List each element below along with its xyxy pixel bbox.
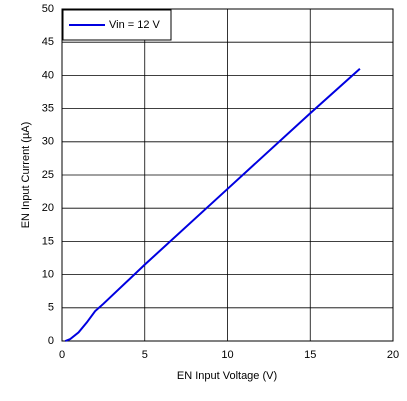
y-tick-label: 40 — [42, 69, 54, 81]
y-tick-label: 35 — [42, 103, 54, 115]
y-tick-label: 45 — [42, 36, 54, 48]
y-tick-label: 50 — [42, 3, 54, 15]
x-tick-label: 5 — [142, 349, 148, 361]
y-tick-label: 30 — [42, 136, 54, 148]
x-axis-label: EN Input Voltage (V) — [177, 370, 277, 382]
y-axis-label: EN Input Current (µA) — [20, 122, 32, 229]
x-tick-label: 15 — [304, 349, 316, 361]
y-tick-label: 15 — [42, 235, 54, 247]
x-tick-label: 20 — [387, 349, 399, 361]
x-tick-label: 10 — [221, 349, 233, 361]
y-tick-label: 20 — [42, 202, 54, 214]
y-tick-label: 5 — [48, 302, 54, 314]
plot-frame — [61, 8, 394, 342]
y-tick-label: 25 — [42, 169, 54, 181]
legend-label: Vin = 12 V — [109, 19, 161, 31]
x-tick-label: 0 — [59, 349, 65, 361]
data-line — [64, 68, 361, 342]
y-tick-label: 0 — [48, 335, 54, 347]
y-tick-label: 10 — [42, 269, 54, 281]
